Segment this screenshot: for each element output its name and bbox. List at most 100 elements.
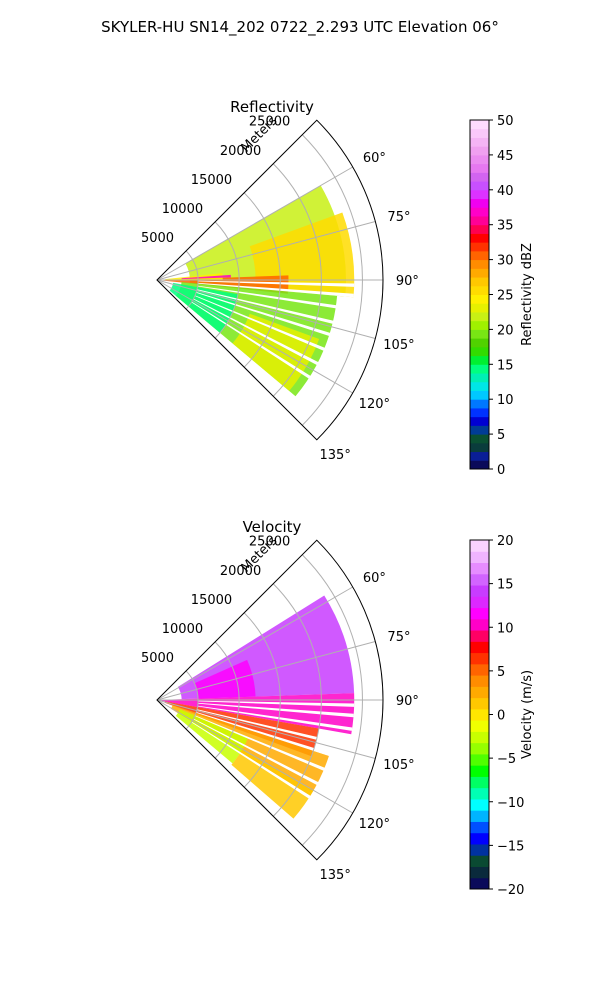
reflectivity-colorbar-swatch	[470, 338, 489, 348]
reflectivity-range-label: 15000	[191, 173, 232, 188]
reflectivity-range-label: 10000	[162, 202, 203, 217]
reflectivity-colorbar-swatch	[470, 224, 489, 234]
reflectivity-gaps	[191, 280, 355, 388]
reflectivity-colorbar-swatch	[470, 189, 489, 200]
reflectivity-colorbar-swatch	[470, 128, 489, 138]
velocity-colorbar-label: Velocity (m/s)	[520, 670, 535, 759]
reflectivity-colorbar-swatch	[470, 373, 489, 383]
reflectivity-colorbar-swatch	[470, 303, 489, 313]
reflectivity-colorbar-tick-label: 35	[497, 219, 514, 234]
reflectivity-colorbar-swatch	[470, 434, 489, 444]
velocity-colorbar-swatch	[470, 765, 489, 777]
reflectivity-sector: 60° 75° 90° 105° 120° 135° 5000 10000 15000 20000…	[141, 113, 419, 463]
reflectivity-colorbar-swatch	[470, 137, 489, 147]
reflectivity-azimuth-line	[156, 166, 353, 281]
reflectivity-colorbar-tick-label: 15	[497, 358, 514, 373]
reflectivity-gap	[196, 292, 346, 341]
velocity-range-label: 15000	[191, 593, 232, 608]
reflectivity-sector-outline	[156, 119, 384, 441]
velocity-azimuth-label: 75°	[387, 630, 410, 645]
velocity-gaps	[191, 700, 355, 808]
velocity-colorbar-swatch	[470, 585, 489, 597]
velocity-sector: 60° 75° 90° 105° 120° 135° 5000 10000 15000 20000…	[141, 533, 419, 883]
velocity-colorbar-tick-label: 20	[497, 534, 514, 549]
velocity-azimuth-label: 105°	[383, 758, 414, 773]
velocity-gap	[193, 718, 333, 793]
reflectivity-colorbar-swatch	[470, 442, 489, 453]
reflectivity-colorbar-swatch	[470, 460, 489, 470]
reflectivity-colorbar-tick-label: 25	[497, 289, 514, 304]
velocity-gap	[194, 715, 340, 778]
velocity-gap	[191, 721, 325, 808]
reflectivity-azimuth-line	[156, 279, 376, 339]
velocity-colorbar-swatch	[470, 551, 489, 564]
velocity-colorbar-swatch	[470, 731, 489, 744]
velocity-azimuth-line	[156, 641, 376, 701]
velocity-range-label: 20000	[220, 564, 261, 579]
reflectivity-colorbar-swatch	[470, 163, 489, 173]
velocity-colorbar-tick-label: 15	[497, 578, 514, 593]
velocity-colorbar-swatch	[470, 742, 489, 755]
velocity-colorbar-swatch	[470, 877, 489, 890]
reflectivity-colorbar-swatch	[470, 346, 489, 357]
reflectivity-colorbar-swatch	[470, 277, 489, 287]
reflectivity-colorbar-swatch	[470, 285, 489, 295]
velocity-azimuth-line	[156, 699, 353, 814]
reflectivity-colorbar-swatch	[470, 207, 489, 217]
reflectivity-colorbar-swatch	[470, 364, 489, 374]
reflectivity-colorbar-tick-label: 30	[497, 254, 514, 269]
reflectivity-colorbar-swatch	[470, 146, 489, 156]
velocity-colorbar-swatch	[470, 641, 489, 654]
reflectivity-data	[161, 185, 355, 397]
reflectivity-colorbar-swatch	[470, 233, 489, 243]
reflectivity-colorbar-swatch	[470, 172, 489, 182]
reflectivity-range-label: 25000	[249, 115, 290, 130]
reflectivity-colorbar-tick-label: 20	[497, 323, 514, 338]
reflectivity-colorbar-tick-label: 45	[497, 149, 514, 164]
velocity-gap	[197, 705, 353, 731]
velocity-colorbar-swatch	[470, 821, 489, 834]
velocity-colorbar-swatch	[470, 540, 489, 552]
velocity-colorbar-tick-label: 10	[497, 621, 514, 636]
reflectivity-colorbar-swatch	[470, 355, 489, 365]
velocity-colorbar-swatch	[470, 652, 489, 665]
velocity-colorbar-tick-label: −10	[497, 796, 524, 811]
velocity-colorbar-tick-label: 5	[497, 665, 505, 680]
velocity-colorbar-swatch	[470, 832, 489, 845]
reflectivity-colorbar-swatch	[470, 154, 489, 165]
reflectivity-colorbar-tick-label: 10	[497, 393, 514, 408]
reflectivity-gap	[198, 280, 355, 287]
reflectivity-panel: Reflectivity 60° 75° 90° 105° 120° 135° 5000 10…	[141, 98, 535, 478]
velocity-colorbar-swatch	[470, 686, 489, 699]
reflectivity-colorbar-tick-label: 0	[497, 463, 505, 478]
velocity-colorbar-swatch	[470, 753, 489, 766]
reflectivity-data-region	[181, 274, 231, 280]
reflectivity-colorbar-swatch	[470, 425, 489, 435]
reflectivity-colorbar-swatch	[470, 451, 489, 461]
reflectivity-colorbar-swatch	[470, 250, 489, 261]
reflectivity-colorbar-tick-label: 5	[497, 428, 505, 443]
velocity-title: Velocity	[243, 518, 302, 536]
velocity-colorbar-swatch	[470, 618, 489, 631]
figure-title: SKYLER-HU SN14_202 0722_2.293 UTC Elevat…	[101, 18, 499, 37]
velocity-azimuth-label: 135°	[320, 868, 351, 883]
reflectivity-azimuth-label: 135°	[320, 448, 351, 463]
reflectivity-colorbar-swatch	[470, 120, 489, 130]
velocity-colorbar-tick-label: 0	[497, 709, 505, 724]
reflectivity-gap	[191, 301, 325, 388]
reflectivity-azimuth-label: 90°	[396, 274, 419, 289]
velocity-colorbar-swatch	[470, 866, 489, 879]
velocity-sector-outline	[156, 539, 384, 861]
reflectivity-colorbar-swatch	[470, 181, 489, 191]
velocity-gap	[197, 702, 354, 718]
reflectivity-colorbar-swatch	[470, 399, 489, 409]
reflectivity-azimuth-label: 120°	[359, 397, 390, 412]
reflectivity-range-label: 5000	[141, 231, 174, 246]
reflectivity-colorbar-label: Reflectivity dBZ	[520, 243, 535, 346]
velocity-colorbar-swatch	[470, 573, 489, 586]
velocity-colorbar-tick-label: −20	[497, 883, 524, 898]
velocity-colorbar-swatch	[470, 855, 489, 867]
velocity-colorbar-swatch	[470, 708, 489, 721]
reflectivity-colorbar-swatch	[470, 329, 489, 339]
